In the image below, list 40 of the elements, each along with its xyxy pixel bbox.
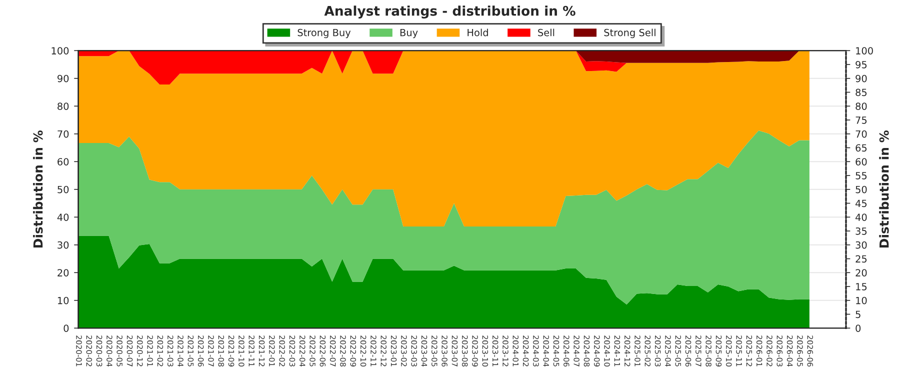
- y2-tick-label: 20: [856, 269, 867, 276]
- y-tick-label: 10: [58, 296, 69, 304]
- y2-tick-label: 70: [856, 130, 867, 138]
- y2-tick-label: 60: [856, 158, 867, 166]
- y2-tick-label: 0: [856, 324, 861, 332]
- legend-label: Buy: [400, 29, 418, 38]
- y2-tick-label: 35: [856, 227, 867, 235]
- legend-label: Hold: [468, 28, 488, 36]
- y2-tick-label: 75: [856, 116, 867, 124]
- legend-label: Strong Sell: [604, 28, 656, 38]
- y2-tick-label: 25: [856, 255, 867, 263]
- y-tick-label: 80: [58, 102, 69, 110]
- y-tick-label: 70: [58, 130, 69, 138]
- y-tick-label: 40: [57, 214, 69, 221]
- y2-tick-label: 65: [856, 144, 867, 152]
- y2-tick-label: 100: [856, 47, 873, 54]
- y2-tick-label: 55: [856, 172, 867, 180]
- y2-tick-label: 40: [856, 214, 867, 221]
- y2-tick-label: 95: [856, 60, 867, 68]
- y2-tick-label: 45: [856, 200, 867, 208]
- y2-axis-title: Distribution in %: [879, 130, 889, 248]
- y2-tick-label: 85: [856, 88, 867, 96]
- y2-tick-label: 10: [856, 296, 867, 304]
- y-tick-label: 90: [58, 74, 69, 82]
- y-tick-label: 0: [64, 324, 69, 332]
- y-tick-label: 20: [58, 269, 69, 276]
- y2-tick-label: 50: [856, 186, 867, 194]
- legend-label: Strong Buy: [298, 28, 351, 38]
- legend-label: Sell: [538, 28, 554, 36]
- y-tick-label: 60: [58, 158, 69, 166]
- chart-title: Analyst ratings - distribution in %: [324, 6, 576, 18]
- y-axis-title: Distribution in %: [33, 130, 43, 248]
- y2-tick-label: 5: [856, 310, 860, 318]
- y2-tick-label: 15: [856, 283, 867, 290]
- y2-tick-label: 90: [856, 74, 867, 82]
- y-tick-label: 50: [58, 186, 69, 194]
- y2-tick-label: 30: [856, 241, 867, 249]
- y2-tick-label: 80: [856, 102, 867, 110]
- y-tick-label: 100: [52, 47, 69, 54]
- y-tick-label: 30: [58, 241, 69, 249]
